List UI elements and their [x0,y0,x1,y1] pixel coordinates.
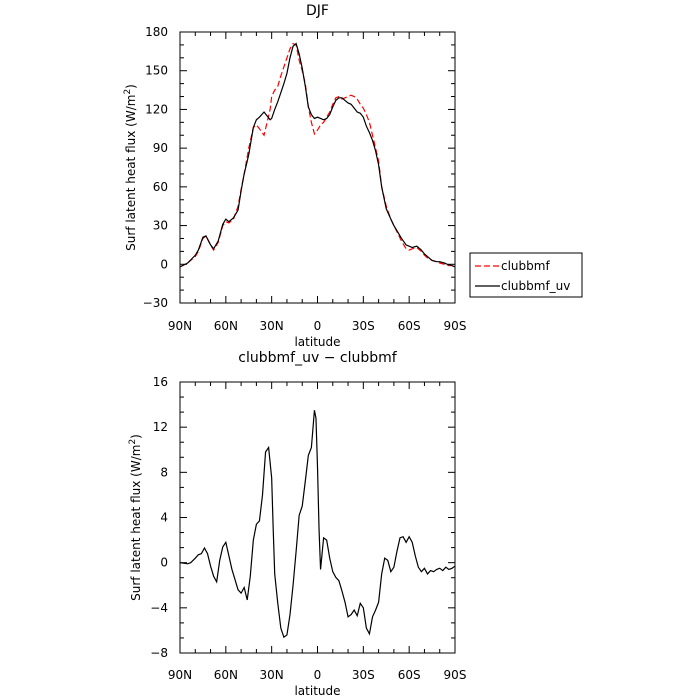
x-tick-label: 90S [444,668,467,682]
y-tick-label: 0 [160,257,168,271]
x-tick-label: 0 [314,668,322,682]
x-tick-label: 90N [168,319,192,333]
x-tick-label: 90S [444,319,467,333]
y-axis-label-close: ) [124,84,138,89]
y-tick-label: −30 [143,296,168,310]
x-tick-label: 60S [398,319,421,333]
x-tick-label: 30S [352,668,375,682]
series-line-difference [180,410,455,639]
x-tick-label: 60N [214,668,238,682]
x-tick-label: 30N [260,319,284,333]
series-line-clubbmf [180,42,455,268]
chart-title: DJF [306,3,329,19]
y-tick-label: 90 [153,141,168,155]
y-axis-label: Surf latent heat flux (W/m2) [123,84,138,251]
x-tick-label: 30S [352,319,375,333]
y-axis-label-superscript: 2 [123,89,133,95]
y-tick-label: 12 [153,420,168,434]
y-axis-label-superscript: 2 [128,439,138,445]
y-axis-label: Surf latent heat flux (W/m2) [128,434,143,601]
x-tick-label: 60N [214,319,238,333]
x-tick-label: 90N [168,668,192,682]
legend-label: clubbmf_uv [501,279,570,293]
x-tick-label: 60S [398,668,421,682]
bottom-panel: clubbmf_uv − clubbmf 90N 60N 30N 0 30S 60S 90S −… [128,350,466,698]
y-tick-label: 8 [160,465,168,479]
y-tick-label: 30 [153,219,168,233]
y-tick-label: 60 [153,180,168,194]
y-axis-label-main: Surf latent heat flux (W/m [129,445,143,601]
y-tick-label: 180 [145,25,168,39]
y-tick-label: 120 [145,102,168,116]
x-axis-label: latitude [294,684,340,698]
y-axis-label-main: Surf latent heat flux (W/m [124,95,138,251]
legend-label: clubbmf [501,259,550,273]
y-tick-label: 150 [145,64,168,78]
plot-frame [179,381,456,654]
y-tick-label: 4 [160,511,168,525]
legend: clubbmf clubbmf_uv [469,252,583,298]
y-tick-label: 16 [153,375,168,389]
series-line-clubbmf_uv [180,42,455,268]
top-panel: DJF 90N 60N 30N 0 30S 60S 90S −30 0 30 60 90 120 150 18… [123,3,583,349]
y-tick-label: −8 [150,646,168,660]
x-tick-label: 30N [260,668,284,682]
x-tick-label: 0 [314,319,322,333]
plot-frame [179,31,456,304]
y-tick-label: −4 [150,601,168,615]
x-axis-label: latitude [294,335,340,349]
y-tick-label: 0 [160,556,168,570]
legend-box [469,252,583,298]
chart-title: clubbmf_uv − clubbmf [238,350,397,366]
y-axis-label-close: ) [129,434,143,439]
